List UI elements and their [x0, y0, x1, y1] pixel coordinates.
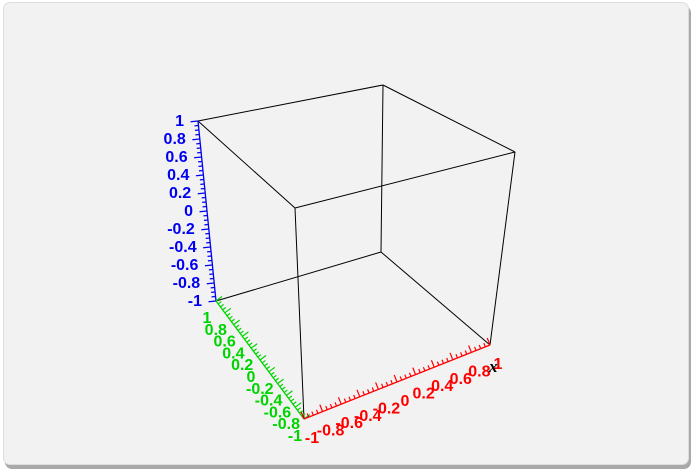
y-axis-tick-label: -1	[288, 428, 302, 445]
z-axis-tick-label: -1	[188, 293, 202, 310]
x-axis-tick-label: -1	[305, 430, 319, 447]
y-axis-tick-label: 0.2	[231, 357, 253, 374]
x-axis-tick-label: -0.2	[373, 400, 401, 417]
z-axis-tick-label: -0.4	[169, 239, 197, 256]
plot-window	[3, 2, 689, 465]
x-axis-tick-label: 0.6	[450, 371, 472, 388]
z-axis-tick-label: 0	[184, 203, 193, 220]
y-axis-tick-label: 0.4	[222, 345, 244, 362]
z-axis-tick-label: -0.6	[171, 257, 199, 274]
z-axis-tick-label: 1	[175, 113, 184, 130]
x-axis-tick-label: 0.2	[412, 386, 434, 403]
x-axis-label: x	[488, 357, 498, 376]
x-axis-tick-label: 1	[494, 356, 503, 373]
z-axis-tick-label: -0.8	[173, 275, 201, 292]
z-axis-tick-label: 0.6	[165, 149, 187, 166]
y-axis-tick-label: -0.6	[264, 404, 292, 421]
x-axis-tick-label: 0	[401, 393, 410, 410]
y-axis-tick-label: -0.8	[272, 416, 300, 433]
x-axis-tick-label: -0.6	[335, 415, 363, 432]
y-axis-tick-label: 0	[247, 369, 256, 386]
x-axis: -1-0.8-0.6-0.4-0.2 0 0.20.40.60.8 1	[300, 337, 503, 447]
z-axis-tick-label: 0.4	[167, 167, 189, 184]
z-axis: 10.80.60.40.20-0.2-0.4-0.6-0.8-1	[164, 113, 217, 310]
box-wireframe	[197, 84, 516, 420]
x-axis-tick-label: 0.4	[431, 378, 453, 395]
z-axis-tick-label: 0.8	[164, 131, 186, 148]
y-axis: 10.80.60.40.20-0.2-0.4-0.6-0.8-1	[203, 296, 311, 445]
y-axis-tick-label: 0.6	[213, 334, 235, 351]
y-axis-tick-label: 1	[203, 310, 212, 327]
y-axis-tick-label: -0.2	[246, 381, 274, 398]
x-axis-tick-label: 0.8	[468, 363, 490, 380]
y-axis-tick-label: -0.4	[255, 393, 283, 410]
x-axis-tick-label: -0.4	[354, 408, 382, 425]
x-axis-tick-label: -0.8	[317, 423, 345, 440]
z-axis-tick-label: 0.2	[169, 185, 191, 202]
z-axis-tick-label: -0.2	[167, 221, 195, 238]
y-axis-tick-label: 0.8	[205, 322, 227, 339]
